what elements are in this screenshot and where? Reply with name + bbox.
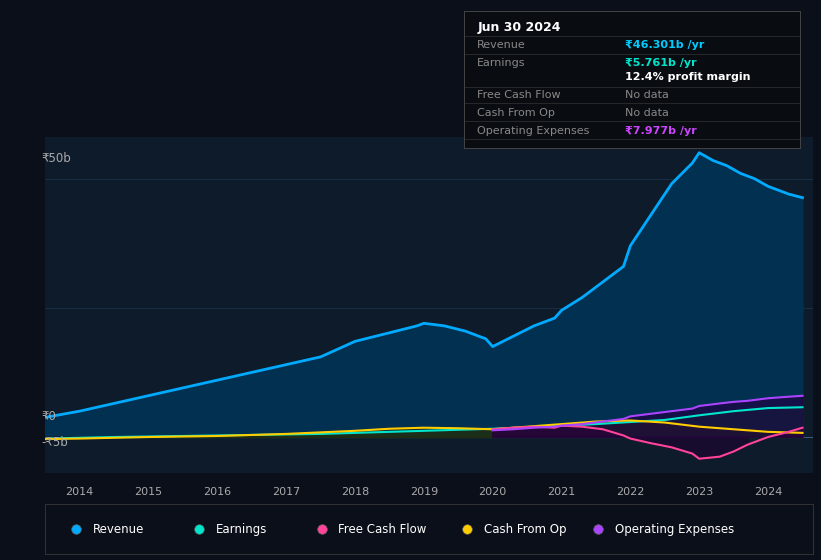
Text: 2023: 2023	[685, 487, 713, 497]
Text: ₹7.977b /yr: ₹7.977b /yr	[626, 125, 697, 136]
Text: 2015: 2015	[135, 487, 163, 497]
Text: Operating Expenses: Operating Expenses	[477, 125, 589, 136]
Text: 12.4% profit margin: 12.4% profit margin	[626, 72, 751, 82]
Text: 2016: 2016	[204, 487, 232, 497]
Text: ₹50b: ₹50b	[41, 152, 71, 165]
Text: Cash From Op: Cash From Op	[484, 522, 566, 536]
Text: Earnings: Earnings	[477, 58, 525, 68]
Text: 2024: 2024	[754, 487, 782, 497]
Text: Revenue: Revenue	[477, 40, 526, 50]
Text: Cash From Op: Cash From Op	[477, 108, 555, 118]
Text: 2014: 2014	[66, 487, 94, 497]
Text: 2021: 2021	[548, 487, 576, 497]
Text: Free Cash Flow: Free Cash Flow	[477, 90, 561, 100]
Text: Jun 30 2024: Jun 30 2024	[477, 21, 561, 34]
Text: ₹5.761b /yr: ₹5.761b /yr	[626, 58, 697, 68]
Text: 2022: 2022	[616, 487, 644, 497]
Text: 2019: 2019	[410, 487, 438, 497]
Text: 2017: 2017	[272, 487, 300, 497]
Text: No data: No data	[626, 90, 669, 100]
Text: ₹0: ₹0	[41, 410, 56, 423]
Text: 2018: 2018	[341, 487, 369, 497]
Text: Free Cash Flow: Free Cash Flow	[338, 522, 427, 536]
Text: 2020: 2020	[479, 487, 507, 497]
Text: No data: No data	[626, 108, 669, 118]
Text: Revenue: Revenue	[93, 522, 144, 536]
Text: -₹5b: -₹5b	[41, 436, 68, 449]
Text: Operating Expenses: Operating Expenses	[615, 522, 734, 536]
Text: Earnings: Earnings	[216, 522, 267, 536]
Text: ₹46.301b /yr: ₹46.301b /yr	[626, 40, 704, 50]
